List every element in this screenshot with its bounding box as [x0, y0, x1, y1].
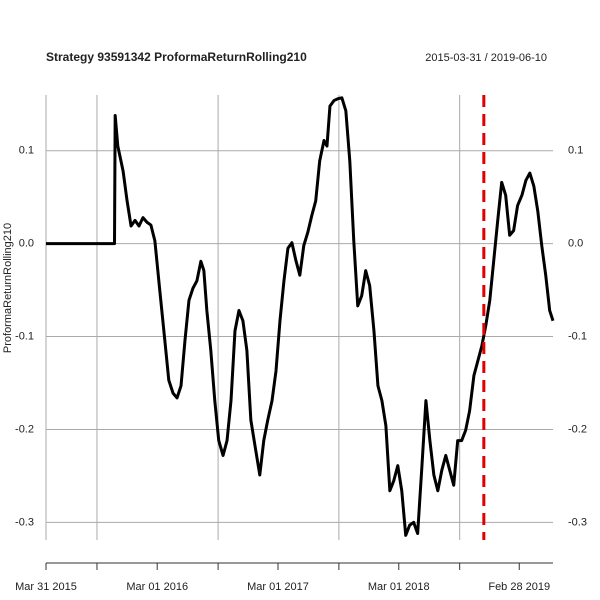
x-tick-label: Feb 28 2019 — [488, 581, 550, 593]
y-tick-label-right: -0.1 — [568, 330, 587, 342]
y-tick-label: -0.1 — [15, 330, 34, 342]
y-tick-label: 0.1 — [19, 145, 34, 157]
date-range: 2015-03-31 / 2019-06-10 — [425, 52, 547, 64]
y-tick-label: 0.0 — [19, 238, 34, 250]
y-tick-label-right: 0.0 — [568, 238, 583, 250]
y-axis-label: ProformaReturnRolling210 — [2, 223, 14, 353]
y-tick-label-right: 0.1 — [568, 145, 583, 157]
x-tick-label: Mar 31 2015 — [15, 581, 77, 593]
y-tick-label-right: -0.3 — [568, 516, 587, 528]
y-tick-label-right: -0.2 — [568, 423, 587, 435]
x-tick-label: Mar 01 2017 — [247, 581, 309, 593]
x-tick-label: Mar 01 2018 — [368, 581, 430, 593]
y-tick-label: -0.2 — [15, 423, 34, 435]
chart-title: Strategy 93591342 ProformaReturnRolling2… — [46, 50, 307, 64]
y-tick-label: -0.3 — [15, 516, 34, 528]
x-tick-label: Mar 01 2016 — [126, 581, 188, 593]
series-line — [46, 96, 555, 537]
